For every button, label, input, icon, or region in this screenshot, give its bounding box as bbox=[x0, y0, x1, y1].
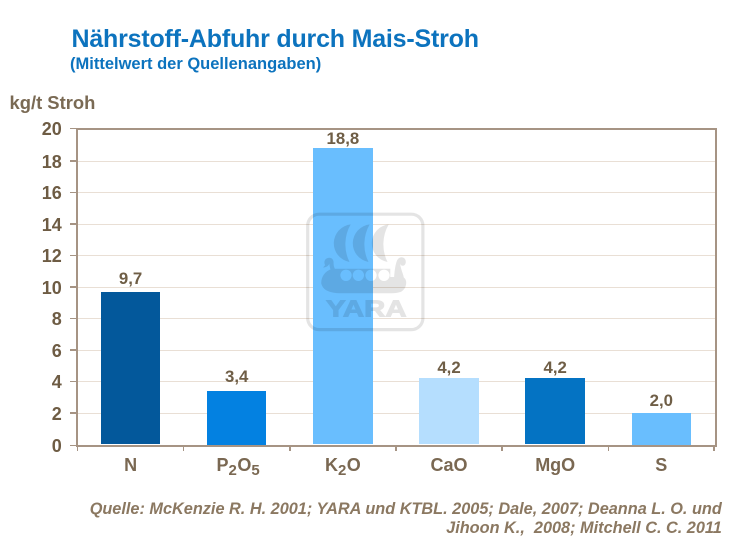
svg-text:YARA: YARA bbox=[326, 296, 407, 322]
